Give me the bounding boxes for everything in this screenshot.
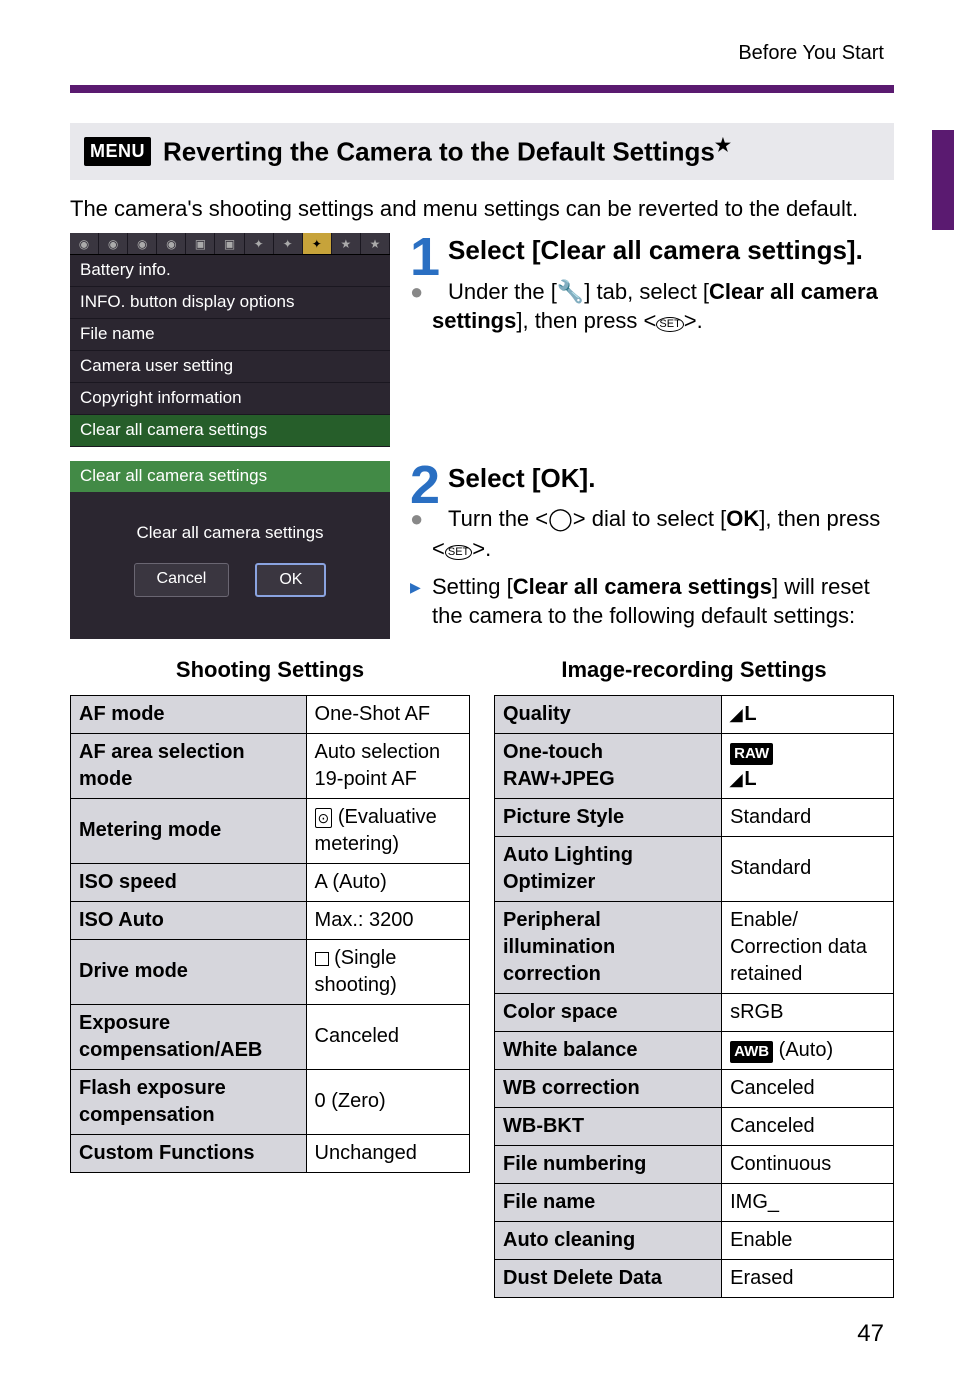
step-number: 2 (410, 461, 440, 510)
section-title-text: Reverting the Camera to the Default Sett… (163, 133, 731, 170)
table-value: Canceled (306, 1004, 469, 1069)
right-table-title: Image-recording Settings (494, 655, 894, 685)
dialog-body: Clear all camera settings (70, 492, 390, 563)
step2-heading: Select [OK]. (410, 461, 894, 496)
table-key: One-touch RAW+JPEG (495, 733, 722, 798)
dialog-ok: OK (255, 563, 326, 597)
table-value: Enable/Correction data retained (722, 901, 894, 993)
table-key: White balance (495, 1031, 722, 1069)
table-value: Canceled (722, 1069, 894, 1107)
left-table-title: Shooting Settings (70, 655, 470, 685)
table-value: AWB (Auto) (722, 1031, 894, 1069)
menu-row: Copyright information (70, 383, 390, 415)
table-key: Auto Lighting Optimizer (495, 836, 722, 901)
table-value: A (Auto) (306, 863, 469, 901)
table-key: Color space (495, 993, 722, 1031)
image-recording-table: QualityLOne-touch RAW+JPEGRAWLPicture St… (494, 695, 894, 1298)
table-key: File numbering (495, 1145, 722, 1183)
table-value: Auto selection 19-point AF (306, 733, 469, 798)
section-title: MENU Reverting the Camera to the Default… (70, 123, 894, 180)
table-key: Exposure compensation/AEB (71, 1004, 307, 1069)
table-key: Auto cleaning (495, 1221, 722, 1259)
table-key: ISO speed (71, 863, 307, 901)
table-key: Picture Style (495, 798, 722, 836)
table-value: ⊙ (Evaluative metering) (306, 798, 469, 863)
table-value: RAWL (722, 733, 894, 798)
screenshot-menu: ◉◉◉◉ ▣▣ ✦✦✦ ★★ Battery info.INFO. button… (70, 233, 390, 447)
step-number: 1 (410, 233, 440, 282)
table-value: IMG_ (722, 1183, 894, 1221)
table-key: WB-BKT (495, 1107, 722, 1145)
breadcrumb: Before You Start (70, 40, 894, 67)
table-value: Erased (722, 1259, 894, 1297)
screenshot-dialog: Clear all camera settings Clear all came… (70, 461, 390, 639)
table-value: (Single shooting) (306, 939, 469, 1004)
table-value: Standard (722, 836, 894, 901)
menu-row: File name (70, 319, 390, 351)
menu-row: Battery info. (70, 255, 390, 287)
table-key: Dust Delete Data (495, 1259, 722, 1297)
table-value: Continuous (722, 1145, 894, 1183)
table-key: Metering mode (71, 798, 307, 863)
step2-bullet-b: ▶ Setting [Clear all camera settings] wi… (432, 572, 894, 631)
side-tab (932, 130, 954, 230)
step1-bullet: ● Under the [🔧] tab, select [Clear all c… (432, 277, 894, 336)
step2-bullet-a: ● Turn the <◯> dial to select [OK], then… (432, 504, 894, 563)
intro-text: The camera's shooting settings and menu … (70, 194, 894, 224)
table-value: Max.: 3200 (306, 901, 469, 939)
table-key: Drive mode (71, 939, 307, 1004)
dialog-cancel: Cancel (134, 563, 230, 597)
table-value: Standard (722, 798, 894, 836)
table-value: One-Shot AF (306, 695, 469, 733)
table-value: Canceled (722, 1107, 894, 1145)
page-number: 47 (70, 1318, 894, 1350)
table-key: Quality (495, 695, 722, 733)
table-value: 0 (Zero) (306, 1069, 469, 1134)
header-rule (70, 85, 894, 93)
table-key: Custom Functions (71, 1134, 307, 1172)
table-value: Unchanged (306, 1134, 469, 1172)
table-key: AF area selection mode (71, 733, 307, 798)
menu-badge: MENU (84, 137, 151, 165)
dialog-title: Clear all camera settings (70, 461, 390, 492)
table-key: ISO Auto (71, 901, 307, 939)
menu-row: Camera user setting (70, 351, 390, 383)
menu-tabstrip: ◉◉◉◉ ▣▣ ✦✦✦ ★★ (70, 233, 390, 255)
step1-heading: Select [Clear all camera settings]. (410, 233, 894, 268)
table-key: AF mode (71, 695, 307, 733)
table-value: sRGB (722, 993, 894, 1031)
shooting-settings-table: AF modeOne-Shot AFAF area selection mode… (70, 695, 470, 1173)
table-key: WB correction (495, 1069, 722, 1107)
table-value: L (722, 695, 894, 733)
menu-row: INFO. button display options (70, 287, 390, 319)
table-value: Enable (722, 1221, 894, 1259)
table-key: Peripheral illumination correction (495, 901, 722, 993)
table-key: File name (495, 1183, 722, 1221)
menu-row: Clear all camera settings (70, 415, 390, 447)
table-key: Flash exposure compensation (71, 1069, 307, 1134)
